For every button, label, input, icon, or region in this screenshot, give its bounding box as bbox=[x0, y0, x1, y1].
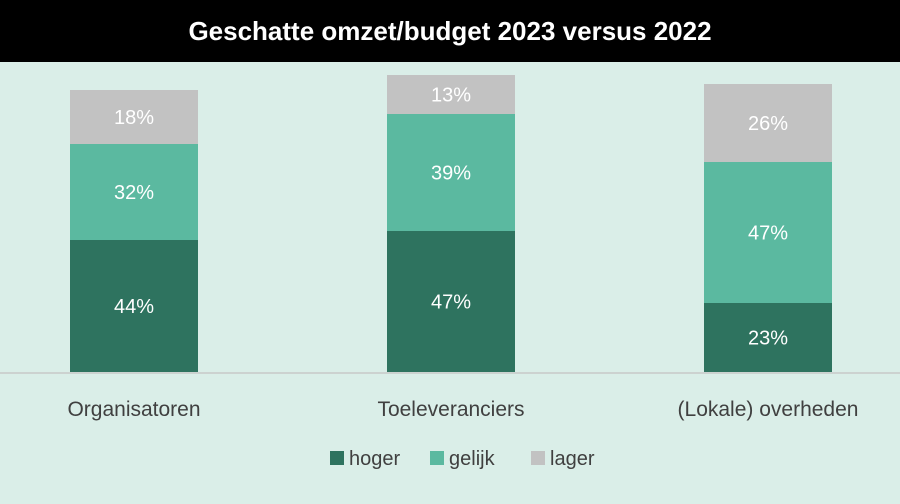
data-label-gelijk-2: 39% bbox=[431, 163, 471, 185]
data-label-lager-3: 26% bbox=[748, 113, 788, 135]
legend-swatch-lager bbox=[531, 451, 545, 465]
category-label-2: Toeleveranciers bbox=[377, 398, 524, 421]
chart-title: Geschatte omzet/budget 2023 versus 2022 bbox=[188, 15, 712, 46]
legend-swatch-gelijk bbox=[430, 451, 444, 465]
bar-segment-lager-2 bbox=[387, 75, 515, 114]
bar-segment-lager-1 bbox=[70, 90, 198, 144]
data-label-hoger-1: 44% bbox=[114, 296, 154, 318]
bar-segment-gelijk-1 bbox=[70, 144, 198, 240]
data-label-lager-2: 13% bbox=[431, 85, 471, 107]
legend-label-gelijk: gelijk bbox=[449, 448, 496, 470]
bar-segment-hoger-3 bbox=[704, 303, 832, 372]
data-label-hoger-3: 23% bbox=[748, 328, 788, 350]
legend-label-lager: lager bbox=[550, 448, 595, 470]
data-label-lager-1: 18% bbox=[114, 107, 154, 129]
bar-segment-gelijk-2 bbox=[387, 114, 515, 231]
data-label-gelijk-1: 32% bbox=[114, 182, 154, 204]
bar-segment-hoger-2 bbox=[387, 231, 515, 372]
bar-segment-gelijk-3 bbox=[704, 162, 832, 303]
category-label-3: (Lokale) overheden bbox=[678, 398, 859, 421]
bar-segment-hoger-1 bbox=[70, 240, 198, 372]
chart-title-bar: Geschatte omzet/budget 2023 versus 2022 bbox=[0, 0, 900, 62]
legend-label-hoger: hoger bbox=[349, 448, 400, 470]
legend-swatch-hoger bbox=[330, 451, 344, 465]
data-label-hoger-2: 47% bbox=[431, 292, 471, 314]
bar-segment-lager-3 bbox=[704, 84, 832, 162]
data-label-gelijk-3: 47% bbox=[748, 223, 788, 245]
category-label-1: Organisatoren bbox=[67, 398, 200, 421]
